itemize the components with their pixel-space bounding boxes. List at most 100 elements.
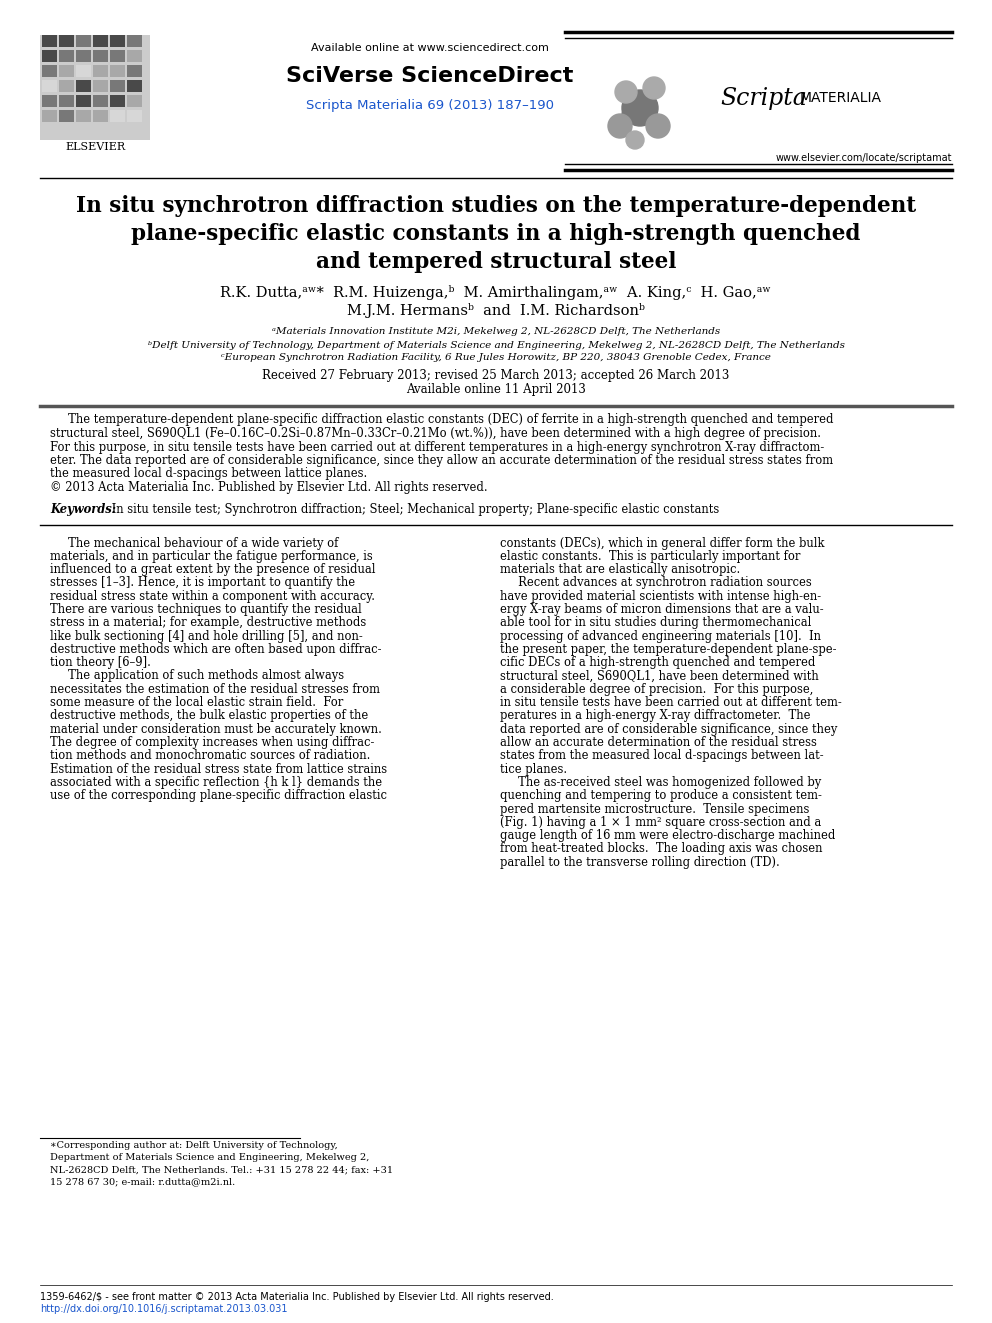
Text: destructive methods which are often based upon diffrac-: destructive methods which are often base… xyxy=(50,643,382,656)
Bar xyxy=(59,34,74,48)
Bar xyxy=(127,79,142,93)
Text: MATERIALIA: MATERIALIA xyxy=(800,91,882,105)
Text: structural steel, S690QL1 (Fe–0.16C–0.2Si–0.87Mn–0.33Cr–0.21Mo (wt.%)), have bee: structural steel, S690QL1 (Fe–0.16C–0.2S… xyxy=(50,427,821,441)
Text: a considerable degree of precision.  For this purpose,: a considerable degree of precision. For … xyxy=(500,683,813,696)
Text: elastic constants.  This is particularly important for: elastic constants. This is particularly … xyxy=(500,550,801,562)
Text: processing of advanced engineering materials [10].  In: processing of advanced engineering mater… xyxy=(500,630,821,643)
Text: tion methods and monochromatic sources of radiation.: tion methods and monochromatic sources o… xyxy=(50,749,370,762)
Text: Department of Materials Science and Engineering, Mekelweg 2,: Department of Materials Science and Engi… xyxy=(50,1154,369,1163)
Text: necessitates the estimation of the residual stresses from: necessitates the estimation of the resid… xyxy=(50,683,380,696)
Text: The mechanical behaviour of a wide variety of: The mechanical behaviour of a wide varie… xyxy=(50,537,338,549)
Text: cific DECs of a high-strength quenched and tempered: cific DECs of a high-strength quenched a… xyxy=(500,656,815,669)
Bar xyxy=(110,110,125,122)
Bar xyxy=(59,50,74,62)
Bar xyxy=(127,95,142,107)
Text: plane-specific elastic constants in a high-strength quenched: plane-specific elastic constants in a hi… xyxy=(131,224,861,245)
Bar xyxy=(110,50,125,62)
Bar xyxy=(93,50,108,62)
Circle shape xyxy=(626,131,644,149)
Text: states from the measured local d-spacings between lat-: states from the measured local d-spacing… xyxy=(500,749,823,762)
Bar xyxy=(42,50,57,62)
Bar xyxy=(59,79,74,93)
Text: ᵃMaterials Innovation Institute M2i, Mekelweg 2, NL-2628CD Delft, The Netherland: ᵃMaterials Innovation Institute M2i, Mek… xyxy=(272,328,720,336)
Text: The degree of complexity increases when using diffrac-: The degree of complexity increases when … xyxy=(50,736,374,749)
Bar xyxy=(76,110,91,122)
Bar xyxy=(42,65,57,77)
Text: Available online at www.sciencedirect.com: Available online at www.sciencedirect.co… xyxy=(311,44,549,53)
Bar xyxy=(76,95,91,107)
Text: Received 27 February 2013; revised 25 March 2013; accepted 26 March 2013: Received 27 February 2013; revised 25 Ma… xyxy=(262,369,730,382)
Text: from heat-treated blocks.  The loading axis was chosen: from heat-treated blocks. The loading ax… xyxy=(500,843,822,856)
Text: in situ tensile tests have been carried out at different tem-: in situ tensile tests have been carried … xyxy=(500,696,842,709)
Text: the measured local d-spacings between lattice planes.: the measured local d-spacings between la… xyxy=(50,467,367,480)
Bar xyxy=(110,34,125,48)
Bar xyxy=(76,65,91,77)
Text: allow an accurate determination of the residual stress: allow an accurate determination of the r… xyxy=(500,736,816,749)
Bar xyxy=(59,95,74,107)
Text: SciVerse ScienceDirect: SciVerse ScienceDirect xyxy=(287,66,573,86)
Text: like bulk sectioning [4] and hole drilling [5], and non-: like bulk sectioning [4] and hole drilli… xyxy=(50,630,363,643)
Text: residual stress state within a component with accuracy.: residual stress state within a component… xyxy=(50,590,375,603)
Text: influenced to a great extent by the presence of residual: influenced to a great extent by the pres… xyxy=(50,564,376,576)
Bar xyxy=(76,79,91,93)
Text: (Fig. 1) having a 1 × 1 mm² square cross-section and a: (Fig. 1) having a 1 × 1 mm² square cross… xyxy=(500,816,821,828)
Text: pered martensite microstructure.  Tensile specimens: pered martensite microstructure. Tensile… xyxy=(500,803,809,815)
Bar xyxy=(110,79,125,93)
Text: © 2013 Acta Materialia Inc. Published by Elsevier Ltd. All rights reserved.: © 2013 Acta Materialia Inc. Published by… xyxy=(50,482,488,493)
Text: www.elsevier.com/locate/scriptamat: www.elsevier.com/locate/scriptamat xyxy=(776,153,952,163)
Bar xyxy=(42,34,57,48)
Text: parallel to the transverse rolling direction (TD).: parallel to the transverse rolling direc… xyxy=(500,856,780,869)
Bar xyxy=(93,34,108,48)
Circle shape xyxy=(646,114,670,138)
Text: There are various techniques to quantify the residual: There are various techniques to quantify… xyxy=(50,603,362,617)
Text: the present paper, the temperature-dependent plane-spe-: the present paper, the temperature-depen… xyxy=(500,643,836,656)
Text: 1359-6462/$ - see front matter © 2013 Acta Materialia Inc. Published by Elsevier: 1359-6462/$ - see front matter © 2013 Ac… xyxy=(40,1293,554,1302)
Bar xyxy=(127,50,142,62)
Text: quenching and tempering to produce a consistent tem-: quenching and tempering to produce a con… xyxy=(500,790,822,802)
Text: materials, and in particular the fatigue performance, is: materials, and in particular the fatigue… xyxy=(50,550,373,562)
Text: In situ synchrotron diffraction studies on the temperature-dependent: In situ synchrotron diffraction studies … xyxy=(76,194,916,217)
Bar xyxy=(93,65,108,77)
Bar xyxy=(76,34,91,48)
Text: use of the corresponding plane-specific diffraction elastic: use of the corresponding plane-specific … xyxy=(50,790,387,802)
Bar xyxy=(110,95,125,107)
Text: The as-received steel was homogenized followed by: The as-received steel was homogenized fo… xyxy=(500,775,821,789)
Text: stresses [1–3]. Hence, it is important to quantify the: stresses [1–3]. Hence, it is important t… xyxy=(50,577,355,590)
Text: ᵇDelft University of Technology, Department of Materials Science and Engineering: ᵇDelft University of Technology, Departm… xyxy=(148,340,844,349)
Text: associated with a specific reflection {h k l} demands the: associated with a specific reflection {h… xyxy=(50,775,382,789)
Bar xyxy=(93,95,108,107)
Bar xyxy=(110,65,125,77)
Text: NL-2628CD Delft, The Netherlands. Tel.: +31 15 278 22 44; fax: +31: NL-2628CD Delft, The Netherlands. Tel.: … xyxy=(50,1166,393,1175)
Text: and tempered structural steel: and tempered structural steel xyxy=(315,251,677,273)
Text: constants (DECs), which in general differ form the bulk: constants (DECs), which in general diffe… xyxy=(500,537,824,549)
Text: Keywords:: Keywords: xyxy=(50,503,116,516)
Text: materials that are elastically anisotropic.: materials that are elastically anisotrop… xyxy=(500,564,740,576)
Text: structural steel, S690QL1, have been determined with: structural steel, S690QL1, have been det… xyxy=(500,669,818,683)
Text: ELSEVIER: ELSEVIER xyxy=(64,142,125,152)
Circle shape xyxy=(622,90,658,126)
Bar xyxy=(42,110,57,122)
Text: M.J.M. Hermansᵇ  and  I.M. Richardsonᵇ: M.J.M. Hermansᵇ and I.M. Richardsonᵇ xyxy=(347,303,645,318)
Bar xyxy=(93,110,108,122)
Text: Estimation of the residual stress state from lattice strains: Estimation of the residual stress state … xyxy=(50,762,387,775)
Text: ᶜEuropean Synchrotron Radiation Facility, 6 Rue Jules Horowitz, BP 220, 38043 Gr: ᶜEuropean Synchrotron Radiation Facility… xyxy=(221,353,771,363)
Text: For this purpose, in situ tensile tests have been carried out at different tempe: For this purpose, in situ tensile tests … xyxy=(50,441,824,454)
Text: stress in a material; for example, destructive methods: stress in a material; for example, destr… xyxy=(50,617,366,630)
Text: have provided material scientists with intense high-en-: have provided material scientists with i… xyxy=(500,590,821,603)
Text: tice planes.: tice planes. xyxy=(500,762,567,775)
Bar xyxy=(127,34,142,48)
Bar xyxy=(76,50,91,62)
Text: Recent advances at synchrotron radiation sources: Recent advances at synchrotron radiation… xyxy=(500,577,811,590)
Text: peratures in a high-energy X-ray diffractometer.  The: peratures in a high-energy X-ray diffrac… xyxy=(500,709,810,722)
Circle shape xyxy=(615,81,637,103)
Bar xyxy=(42,79,57,93)
Text: ergy X-ray beams of micron dimensions that are a valu-: ergy X-ray beams of micron dimensions th… xyxy=(500,603,823,617)
Text: R.K. Dutta,ᵃʷ*  R.M. Huizenga,ᵇ  M. Amirthalingam,ᵃʷ  A. King,ᶜ  H. Gao,ᵃʷ: R.K. Dutta,ᵃʷ* R.M. Huizenga,ᵇ M. Amirth… xyxy=(220,284,772,299)
Text: some measure of the local elastic strain field.  For: some measure of the local elastic strain… xyxy=(50,696,343,709)
Text: ∗Corresponding author at: Delft University of Technology,: ∗Corresponding author at: Delft Universi… xyxy=(50,1142,337,1151)
Bar xyxy=(42,95,57,107)
Text: Available online 11 April 2013: Available online 11 April 2013 xyxy=(406,384,586,397)
Bar xyxy=(127,110,142,122)
Bar xyxy=(59,65,74,77)
Text: The application of such methods almost always: The application of such methods almost a… xyxy=(50,669,344,683)
